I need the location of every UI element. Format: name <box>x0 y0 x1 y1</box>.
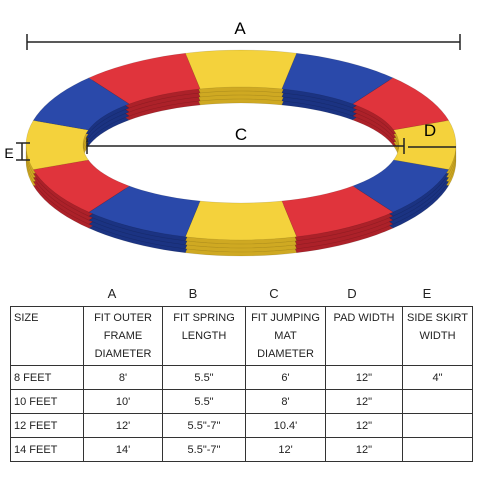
label-c: C <box>235 125 247 144</box>
table-row: 10 FEET 10' 5.5" 8' 12" <box>10 389 473 414</box>
table-cell: 12" <box>325 413 403 438</box>
table-cell: 14' <box>83 437 163 462</box>
table-cell: 4" <box>402 365 473 390</box>
table-cell: FIT OUTER FRAME DIAMETER <box>83 306 163 366</box>
table-cell: 12" <box>325 437 403 462</box>
label-d: D <box>424 121 436 140</box>
label-e: E <box>4 145 13 161</box>
table-cell: 8' <box>83 365 163 390</box>
table-cell: 5.5" <box>162 389 246 414</box>
table-cell: 5.5" <box>162 365 246 390</box>
table-cell <box>402 413 473 438</box>
table-cell: FIT JUMPING MAT DIAMETER <box>245 306 326 366</box>
column-letters: A B C D E <box>10 286 472 304</box>
table-cell: 8 FEET <box>10 365 84 390</box>
pad-segment <box>184 49 298 90</box>
pad-segment <box>88 52 201 105</box>
table-cell: 12" <box>325 389 403 414</box>
table-cell: 5.5"-7" <box>162 437 246 462</box>
table-cell: 12" <box>325 365 403 390</box>
column-letter: B <box>188 286 198 301</box>
table-cell: SIDE SKIRT WIDTH <box>402 306 473 366</box>
column-letter: E <box>422 286 432 301</box>
spec-table: SIZE FIT OUTER FRAME DIAMETER FIT SPRING L… <box>10 306 473 462</box>
column-letter: A <box>107 286 117 301</box>
table-cell: 8' <box>245 389 326 414</box>
label-a: A <box>234 19 246 38</box>
table-cell: SIZE <box>10 306 84 366</box>
table-cell: 5.5"-7" <box>162 413 246 438</box>
dimensions <box>16 34 461 161</box>
table-cell: PAD WIDTH <box>325 306 403 366</box>
table-cell <box>402 389 473 414</box>
table-cell: 6' <box>245 365 326 390</box>
table-cell: FIT SPRING LENGTH <box>162 306 246 366</box>
ring-diagram: A C D E <box>4 19 461 257</box>
table-cell: 12 FEET <box>10 413 84 438</box>
table-cell: 12' <box>245 437 326 462</box>
table-row: 14 FEET 14' 5.5"-7" 12' 12" <box>10 437 473 462</box>
column-letter: D <box>347 286 357 301</box>
table-cell: 10 FEET <box>10 389 84 414</box>
ring <box>25 49 457 257</box>
table-row: 8 FEET 8' 5.5" 6' 12" 4" <box>10 365 473 390</box>
column-letter: C <box>269 286 279 301</box>
table-cell: 10' <box>83 389 163 414</box>
table-cell <box>402 437 473 462</box>
pad-segment <box>184 200 298 241</box>
table-row: 12 FEET 12' 5.5"-7" 10.4' 12" <box>10 413 473 438</box>
table-cell: 12' <box>83 413 163 438</box>
table-cell: 14 FEET <box>10 437 84 462</box>
table-cell: 10.4' <box>245 413 326 438</box>
table-row: SIZE FIT OUTER FRAME DIAMETER FIT SPRING L… <box>10 306 473 366</box>
